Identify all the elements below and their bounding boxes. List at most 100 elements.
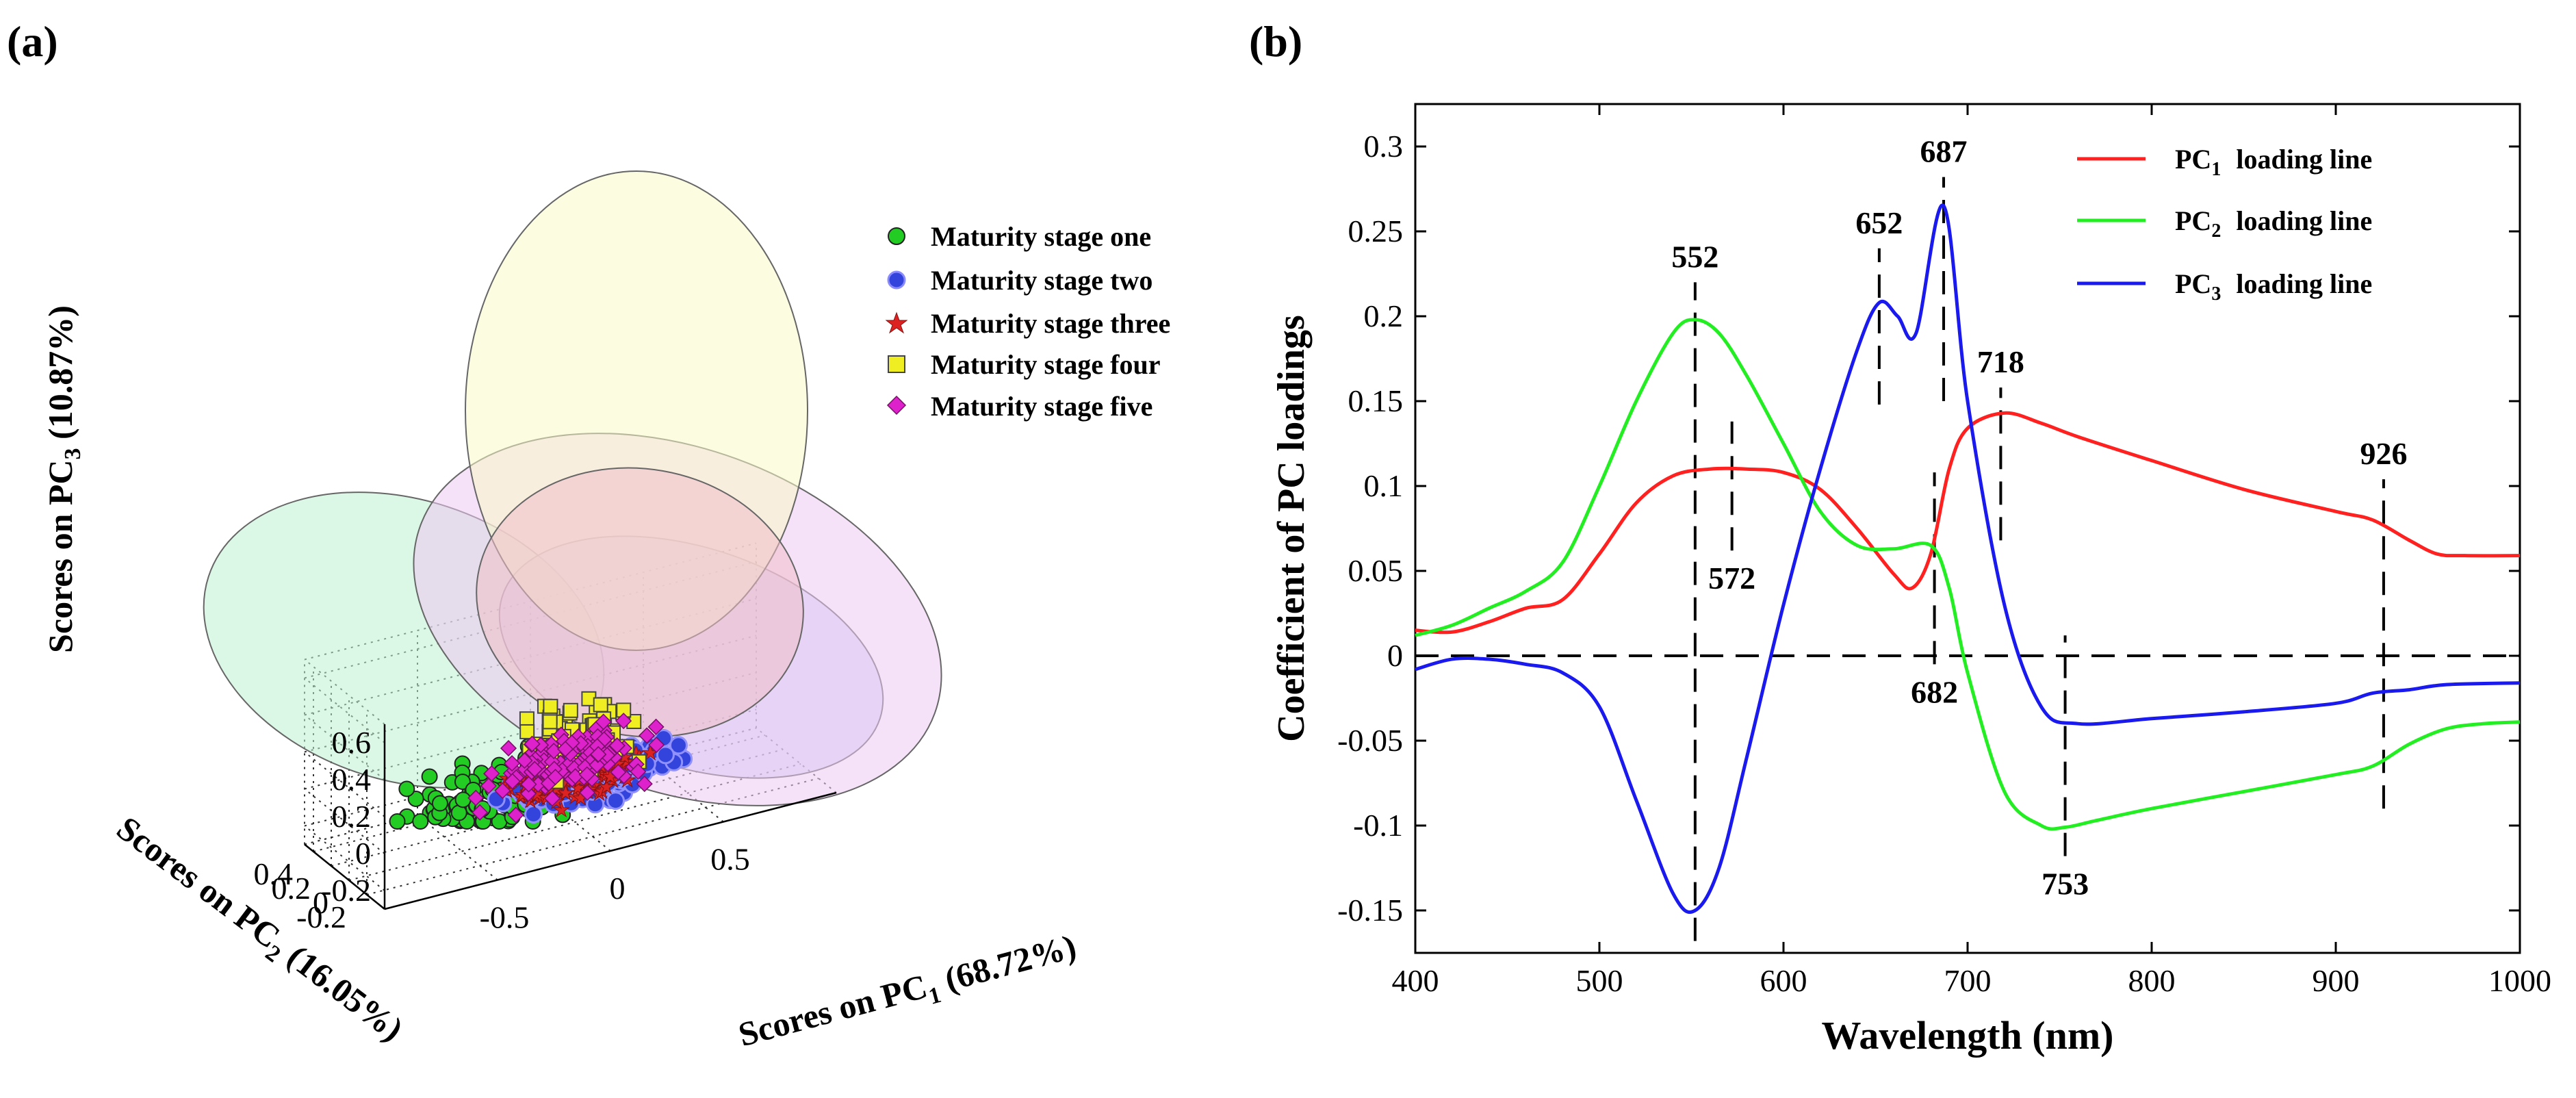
point-stage-five	[524, 735, 541, 752]
point-stage-three	[597, 778, 615, 795]
panel-label-b: (b)	[1249, 17, 1302, 66]
point-stage-two	[656, 745, 675, 765]
point-stage-five	[615, 713, 632, 730]
y-tick-label: 0.3	[1364, 129, 1404, 164]
point-stage-five	[526, 761, 543, 778]
point-stage-one	[412, 813, 429, 830]
point-stage-five	[547, 769, 564, 786]
b-legend-item-pc1: PC1 loading line	[2077, 144, 2372, 180]
point-stage-one	[389, 813, 406, 830]
a-legend-item-stage-five: Maturity stage five	[886, 391, 1152, 422]
point-stage-one	[431, 795, 448, 812]
point-stage-four	[542, 714, 558, 730]
point-stage-five	[630, 763, 647, 780]
x-tick-label: -0.5	[480, 900, 530, 935]
point-stage-five	[519, 785, 537, 802]
x-tick-label: 700	[1944, 963, 1992, 998]
point-stage-two	[669, 736, 688, 755]
z-tick-label: 0.2	[332, 799, 372, 834]
point-stage-four	[563, 702, 578, 718]
x-tick-label: 500	[1576, 963, 1623, 998]
b-xlabel: Wavelength (nm)	[1822, 1013, 2114, 1058]
legend-label: PC1 loading line	[2175, 144, 2372, 180]
a-legend: Maturity stage one Maturity stage two Ma…	[885, 221, 1170, 422]
point-stage-five	[494, 782, 511, 800]
x-tick-label: 900	[2313, 963, 2360, 998]
legend-label: Maturity stage one	[931, 221, 1151, 252]
b-peak-annotations: 552 572 652 682 687 718 753 926	[1671, 134, 2407, 902]
point-stage-five	[467, 789, 485, 806]
z-tick-label: 0.6	[332, 725, 372, 760]
point-stage-five	[647, 718, 665, 735]
y-tick-label: 0.2	[272, 871, 311, 906]
b-legend: PC1 loading line PC2 loading line PC3 loadi…	[2077, 144, 2372, 305]
b-ticks: 400 500 600 700 800 900 1000 -0.15 -0.1 -0.05 0 0.0…	[1337, 104, 2551, 998]
point-stage-five	[579, 784, 596, 802]
x-tick-label: 1000	[2488, 963, 2551, 998]
point-stage-one	[421, 768, 438, 785]
a-confidence-ellipses	[203, 170, 942, 806]
y-axis-line	[304, 843, 385, 910]
a-legend-item-stage-four: Maturity stage four	[888, 349, 1160, 380]
point-stage-four	[543, 698, 558, 714]
pc2-loading-line	[1415, 318, 2521, 831]
point-stage-five	[543, 790, 561, 807]
point-stage-three	[552, 801, 570, 818]
peak-label-682: 682	[1911, 674, 1958, 709]
legend-marker-square-yellow	[888, 355, 905, 373]
y-tick-label: 0	[313, 885, 329, 920]
point-stage-five	[636, 776, 653, 793]
point-stage-five	[520, 776, 537, 793]
legend-marker-star-red	[885, 311, 908, 334]
b-ylabel: Coefficient of PC loadings	[1270, 315, 1313, 742]
point-stage-five	[578, 766, 595, 783]
a-xlabel: Scores on PC1 (68.72%)	[734, 927, 1081, 1060]
point-stage-four	[519, 724, 535, 739]
x-tick-label: 600	[1760, 963, 1807, 998]
b-loading-lines	[1415, 203, 2521, 914]
legend-label: Maturity stage four	[931, 349, 1160, 380]
point-stage-one	[398, 780, 415, 797]
legend-marker-circle-blue	[887, 270, 906, 290]
point-stage-one	[454, 791, 472, 808]
point-stage-five	[516, 752, 533, 769]
a-tick-labels: -0.500.5-0.200.20.4 -0.200.20.40.6	[254, 725, 750, 935]
y-tick-label: 0.2	[1364, 298, 1404, 333]
y-tick-label: 0.05	[1348, 553, 1404, 588]
point-stage-five	[507, 806, 524, 824]
point-stage-three	[556, 784, 574, 801]
point-stage-five	[608, 737, 626, 754]
point-stage-four	[519, 711, 534, 727]
point-stage-five	[648, 737, 665, 754]
legend-label: Maturity stage three	[931, 308, 1170, 339]
a-data-points	[389, 691, 693, 830]
peak-label-572: 572	[1708, 561, 1755, 596]
y-tick-label: 0.1	[1364, 468, 1404, 503]
y-tick-label: 0.15	[1348, 383, 1404, 418]
z-tick-label: 0.4	[332, 762, 372, 797]
point-stage-five	[500, 740, 517, 757]
y-tick-label: -0.05	[1337, 723, 1403, 758]
point-stage-four	[593, 697, 608, 713]
panel-label-a: (a)	[7, 17, 58, 66]
x-tick-label: 800	[2128, 963, 2176, 998]
legend-label: PC3 loading line	[2175, 268, 2372, 305]
point-stage-five	[556, 741, 574, 758]
z-tick-label: -0.2	[321, 873, 371, 908]
panel-a-3d-scatter: (a) -0.500.5-0.200.20.4 -0.200.20.40.6 Sc…	[7, 17, 1170, 1060]
y-tick-label: 0	[1387, 638, 1403, 673]
a-legend-item-stage-three: Maturity stage three	[885, 308, 1170, 339]
grid-line-floor	[348, 763, 801, 881]
point-stage-five	[480, 778, 497, 795]
point-stage-five	[590, 745, 607, 763]
legend-label: PC2 loading line	[2175, 205, 2372, 242]
a-zlabel: Scores on PC3 (10.87%)	[41, 305, 86, 653]
y-tick-label: -0.2	[296, 899, 346, 934]
x-axis-line	[384, 791, 837, 910]
x-tick-label: 400	[1392, 963, 1439, 998]
pc1-loading-line	[1415, 411, 2521, 635]
point-stage-five	[639, 727, 656, 744]
peak-label-687: 687	[1920, 134, 1968, 169]
point-stage-five	[589, 756, 606, 774]
